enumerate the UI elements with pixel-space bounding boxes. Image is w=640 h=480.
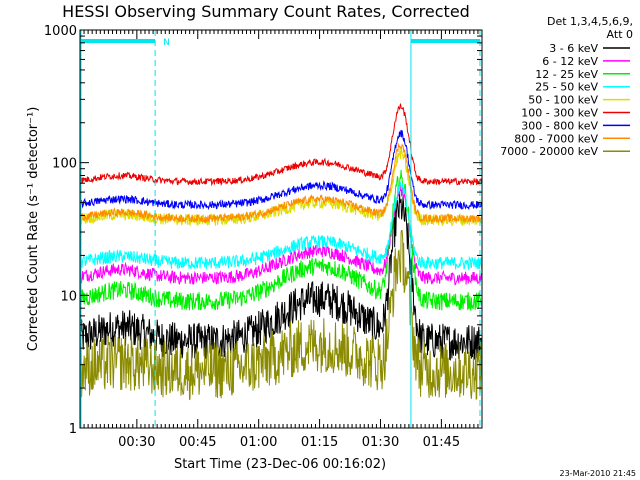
marker-layer: N (80, 30, 481, 428)
x-tick-label: 01:15 (301, 435, 338, 450)
series-line-3 (79, 181, 483, 272)
series-line-8 (79, 229, 483, 401)
chart-title: HESSI Observing Summary Count Rates, Cor… (62, 2, 470, 21)
legend-label-0: 3 - 6 keV (549, 42, 598, 55)
legend-header-line-1: Det 1,3,4,5,6,9, (547, 15, 633, 28)
legend-label-2: 12 - 25 keV (535, 68, 598, 81)
flag-label: N (163, 38, 170, 48)
legend-label-4: 50 - 100 keV (528, 94, 598, 107)
legend-label-1: 6 - 12 keV (542, 55, 598, 68)
y-tick-label: 10 (60, 289, 77, 304)
legend-label-7: 800 - 7000 keV (514, 132, 598, 145)
x-axis-label: Start Time (23-Dec-06 00:16:02) (174, 457, 386, 472)
plot-frame (79, 29, 483, 429)
series-line-7 (79, 142, 483, 225)
series-line-1 (79, 184, 483, 286)
x-tick-label: 00:45 (179, 435, 216, 450)
x-tick-label: 00:30 (118, 435, 155, 450)
y-tick-label: 100 (52, 157, 77, 172)
footer-timestamp: 23-Mar-2010 21:45 (560, 469, 637, 478)
x-tick-label: 01:30 (362, 435, 399, 450)
series-line-0 (79, 191, 483, 361)
legend-label-5: 100 - 300 keV (521, 107, 598, 120)
axis-layer: 1000 100 10 1 00:30 00:45 01:00 01:15 01:30 01:45 (44, 24, 482, 450)
series-line-5 (79, 103, 483, 187)
legend-label-3: 25 - 50 keV (535, 81, 598, 94)
y-tick-label: 1000 (44, 24, 77, 39)
y-axis-label: Corrected Count Rate (s⁻¹ detector⁻¹) (26, 107, 41, 352)
legend-header-line-2: Att 0 (607, 28, 633, 41)
x-tick-label: 01:00 (240, 435, 277, 450)
y-tick-label: 1 (69, 422, 77, 437)
series-layer (79, 103, 483, 401)
series-line-2 (79, 169, 483, 311)
series-line-6 (79, 129, 483, 211)
legend-label-6: 300 - 800 keV (521, 119, 598, 132)
legend-label-8: 7000 - 20000 keV (500, 145, 598, 158)
x-tick-label: 01:45 (423, 435, 460, 450)
series-line-4 (79, 147, 483, 227)
